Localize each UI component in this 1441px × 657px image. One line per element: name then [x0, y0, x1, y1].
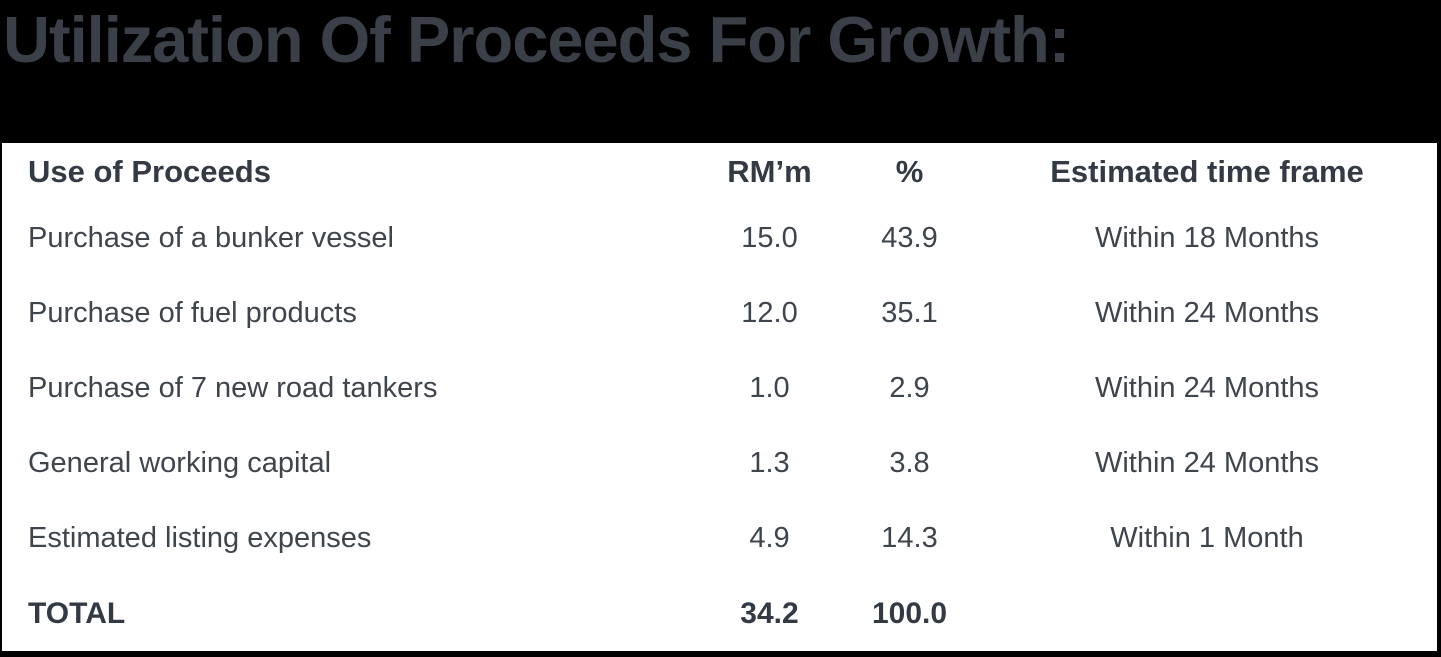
rm-amount-cell: 15.0: [741, 222, 798, 254]
use-of-proceeds-cell: Estimated listing expenses: [28, 522, 372, 554]
time-frame-cell: Within 24 Months: [1094, 372, 1320, 404]
col-header-time-frame: Estimated time frame: [1050, 154, 1364, 189]
rm-amount-cell: 12.0: [741, 297, 798, 329]
percent-cell: 14.3: [881, 522, 938, 554]
rm-amount-cell: 1.3: [749, 447, 790, 479]
time-frame-cell: Within 24 Months: [1094, 447, 1320, 479]
percent-cell: 100.0: [871, 596, 948, 630]
rm-amount-cell: 34.2: [740, 596, 799, 630]
time-frame-cell: [977, 576, 1437, 651]
table-total-row: TOTAL 34.2 100.0: [2, 576, 1437, 651]
rm-amount-cell: 4.9: [749, 522, 790, 554]
title-band: Utilization Of Proceeds For Growth:: [0, 0, 1441, 143]
proceeds-table: Use of Proceeds RM’m % Estimated time fr…: [2, 143, 1437, 651]
use-of-proceeds-cell: Purchase of 7 new road tankers: [28, 372, 438, 404]
rm-amount-cell: 1.0: [749, 372, 790, 404]
use-of-proceeds-cell: Purchase of a bunker vessel: [28, 222, 394, 254]
table-row: Purchase of fuel products 12.0 35.1 Within …: [2, 276, 1437, 351]
table-row: Purchase of a bunker vessel 15.0 43.9 Withi…: [2, 201, 1437, 276]
table-row: Estimated listing expenses 4.9 14.3 Within …: [2, 501, 1437, 576]
use-of-proceeds-cell: General working capital: [28, 447, 332, 479]
percent-cell: 2.9: [889, 372, 930, 404]
time-frame-cell: Within 24 Months: [1094, 297, 1320, 329]
percent-cell: 3.8: [889, 447, 930, 479]
col-header-percent: %: [895, 154, 924, 189]
page-title: Utilization Of Proceeds For Growth:: [3, 3, 1070, 76]
time-frame-cell: Within 1 Month: [1110, 522, 1304, 554]
use-of-proceeds-cell: Purchase of fuel products: [28, 297, 357, 329]
table-row: General working capital 1.3 3.8 Within 24 M…: [2, 426, 1437, 501]
col-header-rm-millions: RM’m: [727, 154, 812, 189]
use-of-proceeds-cell: TOTAL: [28, 596, 126, 630]
col-header-use-of-proceeds: Use of Proceeds: [28, 154, 271, 189]
time-frame-cell: Within 18 Months: [1094, 222, 1320, 254]
percent-cell: 35.1: [881, 297, 938, 329]
table-header-row: Use of Proceeds RM’m % Estimated time fr…: [2, 143, 1437, 201]
percent-cell: 43.9: [881, 222, 938, 254]
table-row: Purchase of 7 new road tankers 1.0 2.9 With…: [2, 351, 1437, 426]
proceeds-table-panel: Use of Proceeds RM’m % Estimated time fr…: [2, 143, 1437, 651]
